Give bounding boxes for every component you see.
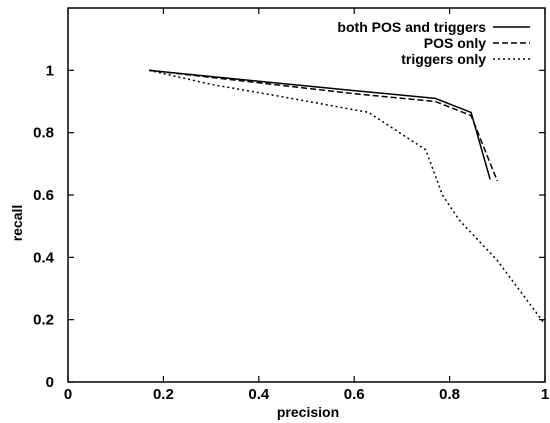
legend-label-2: triggers only: [401, 51, 486, 67]
series-line-2: [148, 69, 545, 325]
x-axis-title: precision: [277, 404, 339, 420]
x-tick-label: 0.4: [248, 386, 270, 403]
y-tick-label: 0.4: [33, 249, 55, 266]
x-tick-label: 1: [541, 386, 549, 403]
x-tick-label: 0.2: [153, 386, 174, 403]
x-tick-label: 0: [64, 386, 72, 403]
y-tick-label: 0: [46, 374, 54, 391]
series-line-0: [149, 69, 491, 180]
legend-label-1: POS only: [424, 35, 486, 51]
y-tick-label: 0.2: [33, 312, 54, 329]
y-axis-title: recall: [9, 205, 25, 242]
x-tick-label: 0.6: [344, 386, 365, 403]
legend-label-0: both POS and triggers: [337, 19, 486, 35]
y-tick-label: 0.6: [33, 187, 54, 204]
y-tick-label: 1: [46, 62, 54, 79]
y-tick-label: 0.8: [33, 125, 54, 142]
x-tick-label: 0.8: [439, 386, 460, 403]
series-line-1: [149, 69, 498, 182]
